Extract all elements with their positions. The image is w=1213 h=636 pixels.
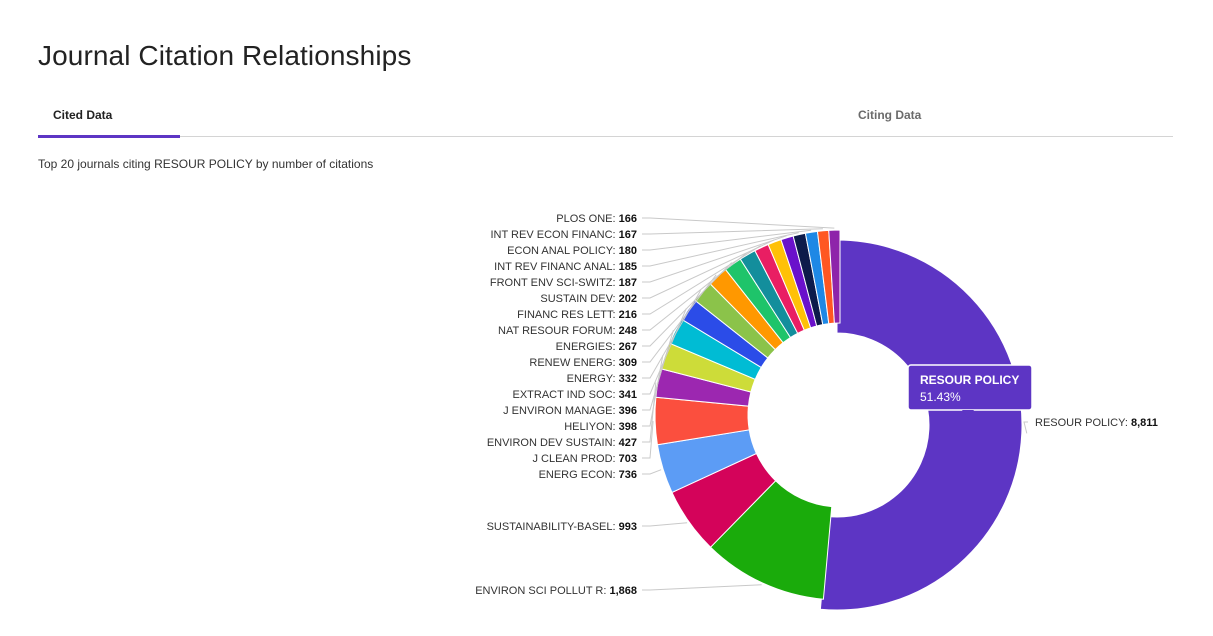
tab-citing-data[interactable]: Citing Data <box>858 108 922 122</box>
active-tab-indicator <box>38 135 180 138</box>
leader-line-sustainability-basel <box>642 522 688 527</box>
leader-line-int-rev-econ-financ <box>642 228 823 235</box>
tooltip-label: RESOUR POLICY <box>920 373 1019 387</box>
leader-line-renew-energ <box>642 274 717 363</box>
leader-line-energies <box>642 262 733 347</box>
slices-group <box>654 229 1023 611</box>
leader-line-energ-econ <box>642 469 662 475</box>
leader-line-nat-resour-forum <box>642 252 747 331</box>
leader-line-sustain-dev <box>642 239 775 299</box>
leader-line-environ-dev-sustain <box>642 382 657 443</box>
slice-label-energ-econ: ENERG ECON: 736 <box>539 469 637 481</box>
slice-label-environ-sci-pollut-r: ENVIRON SCI POLLUT R: 1,868 <box>475 585 637 597</box>
tab-cited-data[interactable]: Cited Data <box>53 108 113 122</box>
slice-label-resour-policy: RESOUR POLICY: 8,811 <box>1035 417 1158 429</box>
leader-line-heliyon <box>642 355 664 427</box>
slice-label-sustain-dev: SUSTAIN DEV: 202 <box>540 293 637 305</box>
chart-description: Top 20 journals citing RESOUR POLICY by … <box>38 157 374 171</box>
leader-line-econ-anal-policy <box>642 229 812 251</box>
tab-bar: Cited Data Citing Data <box>38 100 1173 138</box>
slice-label-j-clean-prod: J CLEAN PROD: 703 <box>532 453 637 465</box>
slice-label-sustainability-basel: SUSTAINABILITY-BASEL: 993 <box>487 521 637 533</box>
slice-label-energy: ENERGY: 332 <box>567 373 637 385</box>
leader-line-j-clean-prod <box>642 421 654 459</box>
leader-line-environ-sci-pollut-r <box>642 584 762 591</box>
leader-line-resour-policy <box>1023 421 1028 434</box>
slice-label-extract-ind-soc: EXTRACT IND SOC: 341 <box>512 389 637 401</box>
tooltip-percent: 51.43% <box>920 390 961 404</box>
slice-label-energies: ENERGIES: 267 <box>556 341 637 353</box>
slice-label-j-environ-manage: J ENVIRON MANAGE: 396 <box>503 405 637 417</box>
slice-label-nat-resour-forum: NAT RESOUR FORUM: 248 <box>498 325 637 337</box>
leader-line-energy <box>642 290 702 379</box>
leader-line-int-rev-financ-anal <box>642 232 799 267</box>
slice-label-environ-dev-sustain: ENVIRON DEV SUSTAIN: 427 <box>487 437 637 449</box>
slice-label-econ-anal-policy: ECON ANAL POLICY: 180 <box>507 245 637 257</box>
slice-label-int-rev-financ-anal: INT REV FINANC ANAL: 185 <box>494 261 637 273</box>
slice-label-heliyon: HELIYON: 398 <box>564 421 637 433</box>
slice-label-renew-energ: RENEW ENERG: 309 <box>529 357 637 369</box>
slice-plos-one[interactable] <box>828 229 841 324</box>
leader-lines-group <box>642 217 1028 591</box>
slice-label-front-env-sci-switz: FRONT ENV SCI-SWITZ: 187 <box>490 277 637 289</box>
leader-line-financ-res-lett <box>642 245 761 315</box>
slice-label-plos-one: PLOS ONE: 166 <box>556 213 637 225</box>
slice-resour-policy[interactable] <box>819 239 1023 611</box>
leader-line-front-env-sci-switz <box>642 235 787 283</box>
slice-label-financ-res-lett: FINANC RES LETT: 216 <box>517 309 637 321</box>
tooltip: RESOUR POLICY 51.43% <box>907 364 1033 418</box>
page-title: Journal Citation Relationships <box>38 40 412 71</box>
tooltip-pointer <box>962 410 974 418</box>
leader-line-plos-one <box>642 217 835 229</box>
labels-group: RESOUR POLICY: 8,811 ENVIRON SCI POLLUT R… <box>475 213 1158 597</box>
slice-label-int-rev-econ-financ: INT REV ECON FINANC: 167 <box>490 229 637 241</box>
